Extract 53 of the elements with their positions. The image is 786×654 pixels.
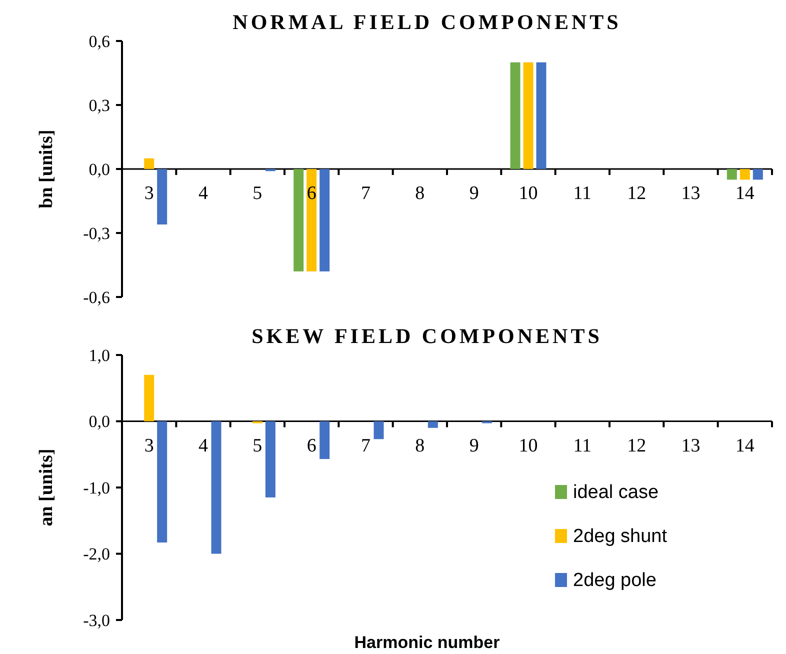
x-tick-label: 7 [361,435,370,456]
x-tick-label: 8 [415,183,425,204]
x-tick-label: 10 [518,183,538,204]
bar [306,169,317,272]
bar [752,169,763,180]
y-tick-label: 0,3 [88,96,110,115]
x-tick-label: 3 [144,435,154,456]
y-tick-label: -2,0 [83,544,110,564]
x-tick-label: 12 [627,435,646,456]
bar [294,169,304,272]
x-tick-label: 13 [681,435,700,456]
bar [157,169,168,224]
bar [726,169,737,180]
y-tick-label: 1,0 [88,346,110,365]
y-tick-label: 0,0 [88,412,110,432]
x-axis-title: Harmonic number [354,633,500,652]
x-tick-label: 4 [198,435,208,456]
chart-title: NORMAL FIELD COMPONENTS [232,10,622,34]
y-tick-label: -3,0 [83,610,110,630]
bar [523,62,534,169]
bar [144,158,154,169]
x-tick-label: 9 [469,435,479,456]
x-tick-label: 11 [573,183,592,204]
y-tick-label: 0,6 [88,32,110,51]
y-axis-title: an [units] [36,448,57,526]
x-tick-label: 13 [681,183,700,204]
x-tick-label: 3 [144,183,154,204]
legend-label: 2deg shunt [573,526,668,547]
bar [510,62,520,169]
y-axis-title: bn [units] [36,130,57,208]
bar [740,169,750,180]
x-tick-label: 9 [469,183,479,204]
x-tick-label: 12 [627,183,646,204]
y-tick-label: 0,0 [88,160,110,179]
x-tick-label: 14 [735,183,755,204]
legend-label: 2deg pole [573,570,656,591]
legend-label: ideal case [573,482,659,503]
y-tick-label: -0,3 [83,224,110,243]
x-tick-label: 5 [252,183,262,204]
y-tick-label: -1,0 [83,478,110,498]
bar [320,169,330,272]
x-tick-label: 6 [306,435,316,456]
x-tick-label: 14 [735,435,755,456]
x-tick-label: 5 [252,435,262,456]
x-tick-label: 11 [573,435,592,456]
x-tick-label: 7 [361,183,370,204]
x-tick-label: 8 [415,435,425,456]
chart-title: SKEW FIELD COMPONENTS [252,324,602,348]
x-tick-label: 6 [306,183,316,204]
x-tick-label: 10 [518,435,538,456]
bar [536,62,546,169]
y-tick-label: -0,6 [83,288,110,307]
x-tick-label: 4 [198,183,208,204]
